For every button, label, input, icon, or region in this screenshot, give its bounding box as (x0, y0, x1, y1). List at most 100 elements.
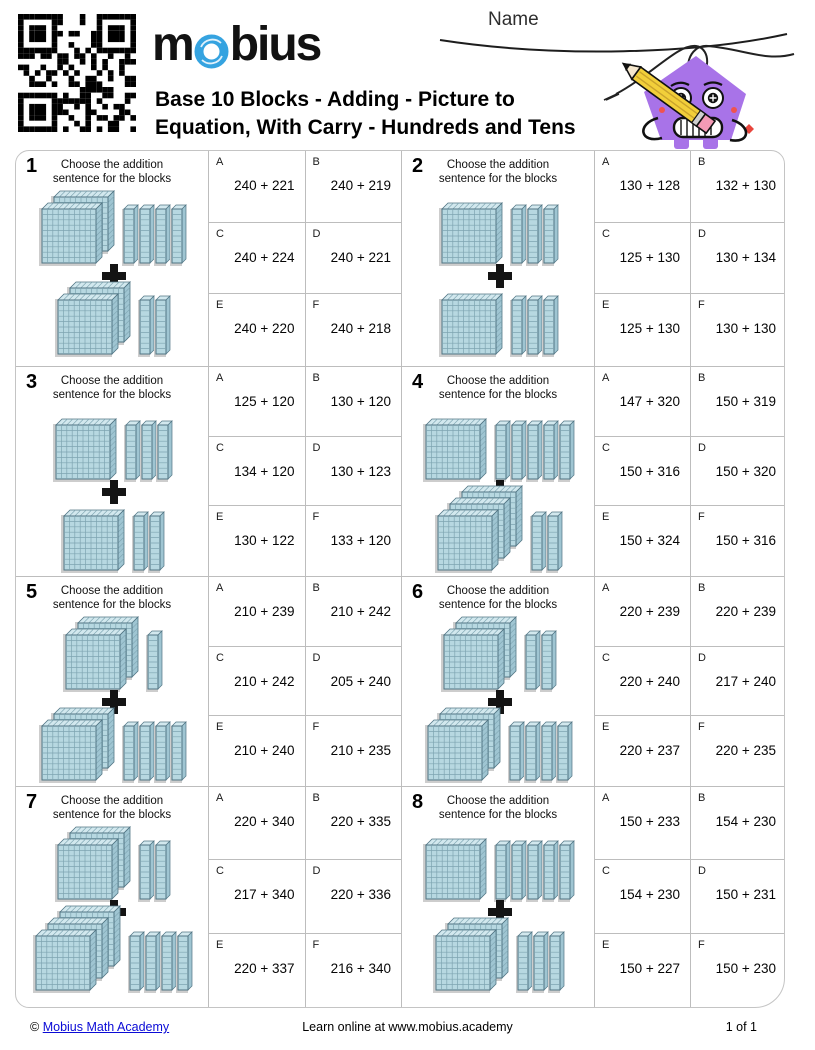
problem-cell: 6 Choose the addition sentence for the b… (401, 576, 784, 786)
answer-option: D 130 + 123 (304, 436, 401, 507)
option-equation: 220 + 237 (619, 743, 680, 759)
option-equation: 130 + 120 (330, 394, 391, 409)
option-equation: 132 + 130 (715, 178, 776, 193)
option-equation: 217 + 240 (715, 673, 776, 689)
answer-options-grid: A 130 + 128 B 132 + 130 C 125 + 130 D 130 + … (594, 151, 784, 366)
answer-option: D 217 + 240 (690, 646, 784, 717)
option-equation: 217 + 340 (234, 887, 295, 903)
problem-cell: 8 Choose the addition sentence for the b… (401, 786, 784, 1007)
answer-option: B 132 + 130 (690, 151, 784, 223)
answer-option: C 150 + 316 (594, 436, 690, 507)
option-letter: E (602, 299, 610, 312)
page-title: Base 10 Blocks - Adding - Picture to Equ… (155, 88, 576, 139)
answer-option: F 133 + 120 (304, 506, 402, 576)
option-letter: F (698, 721, 705, 734)
option-letter: E (216, 511, 224, 524)
answer-option: A 240 + 221 (208, 151, 305, 223)
option-letter: C (216, 227, 224, 240)
answer-option: B 210 + 242 (304, 577, 401, 647)
qr-code-icon (18, 14, 136, 132)
option-letter: B (698, 582, 706, 594)
option-equation: 150 + 319 (715, 394, 776, 409)
answer-option: B 130 + 120 (304, 367, 401, 437)
answer-option: E 150 + 227 (594, 933, 690, 1007)
option-equation: 150 + 320 (715, 463, 776, 479)
option-letter: B (312, 582, 320, 594)
option-letter: F (698, 299, 705, 312)
page-indicator: 1 of 1 (725, 1020, 757, 1034)
option-equation: 150 + 316 (715, 533, 776, 549)
option-equation: 240 + 220 (234, 321, 295, 337)
answer-option: C 217 + 340 (208, 860, 305, 934)
option-letter: B (698, 792, 706, 804)
option-letter: D (312, 651, 321, 664)
base10-blocks-figure (39, 616, 187, 783)
mobius-loop-icon (194, 34, 229, 69)
option-letter: D (698, 227, 706, 240)
answer-option: C 125 + 130 (594, 222, 690, 295)
problem-number: 6 (412, 581, 424, 603)
pencil-icon (621, 62, 717, 135)
base10-blocks-figure (33, 826, 193, 993)
answer-option: E 125 + 130 (594, 294, 690, 366)
answer-option: A 147 + 320 (594, 367, 690, 437)
answer-option: D 205 + 240 (304, 646, 401, 717)
option-letter: A (602, 582, 610, 594)
answer-option: E 210 + 240 (208, 716, 305, 786)
problem-figure-area: 6 Choose the addition sentence for the b… (402, 577, 594, 786)
problem-figure-area: 4 Choose the addition sentence for the b… (402, 367, 594, 576)
problem-prompt: Choose the addition sentence for the blo… (438, 375, 558, 401)
option-equation: 220 + 336 (330, 887, 391, 903)
problem-prompt: Choose the addition sentence for the blo… (52, 585, 172, 611)
option-letter: C (216, 441, 224, 454)
problem-cell: 1 Choose the addition sentence for the b… (16, 151, 401, 366)
option-equation: 130 + 122 (234, 533, 295, 549)
option-letter: E (216, 299, 224, 312)
answer-option: A 220 + 340 (208, 787, 305, 861)
mobius-logo: m bius (152, 17, 322, 71)
option-letter: A (602, 792, 610, 804)
option-equation: 220 + 340 (234, 814, 295, 829)
option-equation: 210 + 242 (330, 604, 391, 619)
name-write-line (439, 33, 788, 53)
answer-option: E 220 + 237 (594, 716, 690, 786)
option-equation: 130 + 130 (715, 321, 776, 337)
problem-cell: 5 Choose the addition sentence for the b… (16, 576, 401, 786)
option-letter: A (602, 372, 610, 384)
answer-option: C 210 + 242 (208, 646, 305, 717)
answer-option: A 210 + 239 (208, 577, 305, 647)
answer-option: C 154 + 230 (594, 860, 690, 934)
problem-number: 5 (26, 581, 38, 603)
option-equation: 210 + 242 (234, 673, 295, 689)
option-equation: 210 + 240 (234, 743, 295, 759)
option-equation: 147 + 320 (619, 394, 680, 409)
problem-prompt: Choose the addition sentence for the blo… (52, 795, 172, 821)
problems-table: 1 Choose the addition sentence for the b… (15, 150, 785, 1008)
option-letter: B (698, 372, 706, 384)
option-letter: B (312, 156, 320, 168)
answer-option: F 150 + 230 (690, 933, 784, 1007)
option-letter: A (216, 156, 224, 168)
answer-option: C 240 + 224 (208, 222, 305, 295)
option-letter: F (312, 721, 320, 734)
footer-copyright-link[interactable]: Mobius Math Academy (42, 1020, 170, 1034)
option-equation: 150 + 316 (619, 463, 680, 479)
option-letter: E (216, 721, 224, 734)
mascot-body (644, 56, 746, 140)
option-equation: 220 + 239 (715, 604, 776, 619)
option-letter: D (698, 651, 706, 664)
answer-option: B 220 + 239 (690, 577, 784, 647)
option-letter: C (602, 227, 610, 240)
option-letter: B (698, 156, 706, 168)
problem-figure-area: 3 Choose the addition sentence for the b… (16, 367, 208, 576)
option-equation: 125 + 130 (619, 249, 680, 265)
problem-prompt: Choose the addition sentence for the blo… (52, 375, 172, 401)
answer-option: A 220 + 239 (594, 577, 690, 647)
option-equation: 240 + 224 (234, 249, 295, 265)
option-letter: A (216, 372, 224, 384)
answer-option: B 154 + 230 (690, 787, 784, 861)
problem-prompt: Choose the addition sentence for the blo… (438, 159, 558, 185)
base10-blocks-figure (53, 418, 173, 573)
logo-text-m: m (152, 17, 195, 71)
base10-blocks-figure (439, 202, 559, 357)
